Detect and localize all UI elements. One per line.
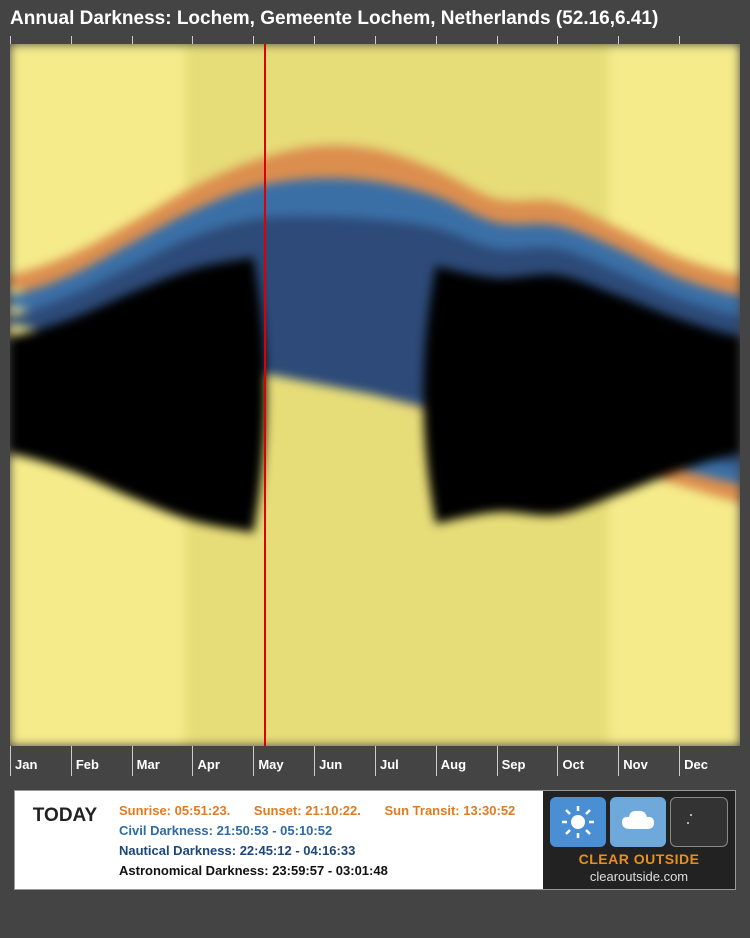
today-heading: TODAY bbox=[15, 791, 115, 889]
sunrise-sunset-line: Sunrise: 05:51:23. Sunset: 21:10:22. Sun… bbox=[119, 801, 539, 821]
month-label: Dec bbox=[679, 754, 740, 776]
month-label: May bbox=[253, 754, 314, 776]
sun-data-block: Sunrise: 05:51:23. Sunset: 21:10:22. Sun… bbox=[115, 791, 543, 889]
month-label: Feb bbox=[71, 754, 132, 776]
sun-icon bbox=[550, 797, 606, 847]
nautical-darkness-line: Nautical Darkness: 22:45:12 - 04:16:33 bbox=[119, 841, 539, 861]
month-axis: JanFebMarAprMayJunJulAugSepOctNovDec bbox=[10, 754, 740, 776]
month-label: Apr bbox=[192, 754, 253, 776]
brand-name: CLEAR OUTSIDE bbox=[550, 851, 728, 867]
today-marker-line bbox=[264, 44, 266, 746]
month-label: Oct bbox=[557, 754, 618, 776]
cloud-icon bbox=[610, 797, 666, 847]
annual-darkness-chart: JanFebMarAprMayJunJulAugSepOctNovDec bbox=[10, 36, 740, 776]
brand-url: clearoutside.com bbox=[550, 869, 728, 884]
brand-icons bbox=[550, 797, 728, 847]
month-label: Jun bbox=[314, 754, 375, 776]
astronomical-darkness-line: Astronomical Darkness: 23:59:57 - 03:01:… bbox=[119, 861, 539, 881]
month-label: Jul bbox=[375, 754, 436, 776]
bottom-tick-row bbox=[10, 746, 740, 754]
chart-title: Annual Darkness: Lochem, Gemeente Lochem… bbox=[0, 0, 750, 36]
month-label: Jan bbox=[10, 754, 71, 776]
today-info-panel: TODAY Sunrise: 05:51:23. Sunset: 21:10:2… bbox=[14, 790, 736, 890]
brand-block[interactable]: CLEAR OUTSIDE clearoutside.com bbox=[543, 791, 735, 889]
moon-icon bbox=[670, 797, 728, 847]
month-label: Mar bbox=[132, 754, 193, 776]
month-label: Sep bbox=[497, 754, 558, 776]
twilight-svg bbox=[10, 44, 740, 746]
civil-darkness-line: Civil Darkness: 21:50:53 - 05:10:52 bbox=[119, 821, 539, 841]
month-label: Nov bbox=[618, 754, 679, 776]
chart-plot-area bbox=[10, 44, 740, 746]
top-tick-row bbox=[10, 36, 740, 44]
month-label: Aug bbox=[436, 754, 497, 776]
